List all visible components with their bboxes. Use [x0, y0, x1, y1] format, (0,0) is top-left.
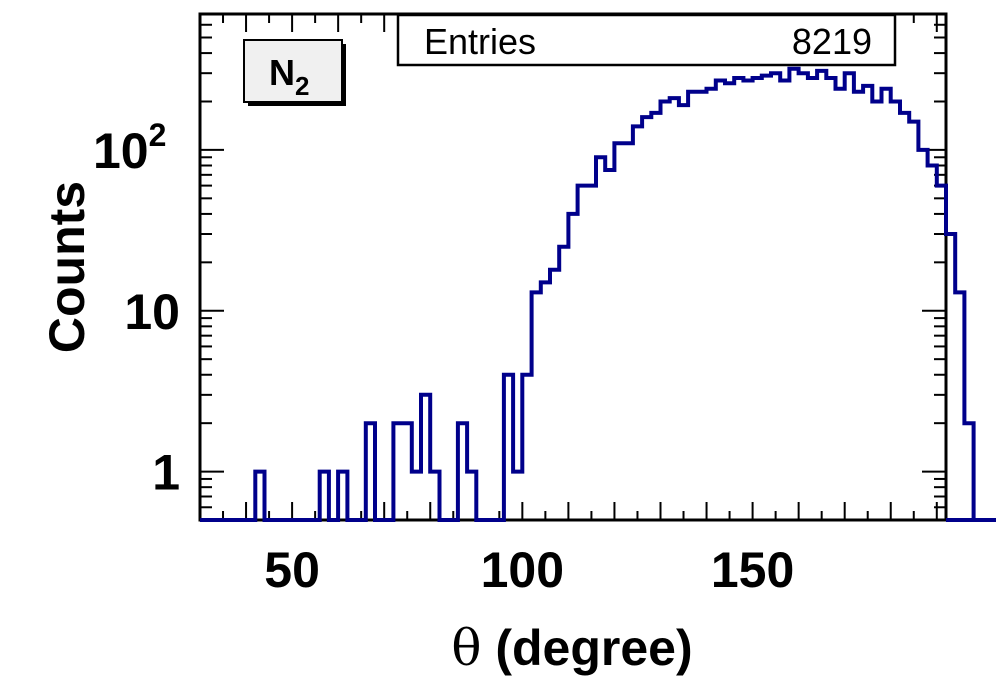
x-tick-label: 50: [264, 542, 320, 598]
stats-entries-value: 8219: [792, 21, 872, 62]
gas-tag-base: N: [269, 52, 295, 93]
stats-entries-label: Entries: [424, 21, 536, 62]
y-tick-label: 102: [93, 117, 166, 179]
y-tick-label-exponent: 2: [149, 117, 167, 153]
x-axis-title: θ (degree): [451, 619, 692, 677]
y-tick-label: 10: [124, 284, 180, 340]
y-tick-label: 1: [152, 445, 180, 501]
stats-box-frame: [396, 13, 897, 67]
y-axis-title: Counts: [39, 181, 95, 353]
gas-tag-subscript: 2: [295, 71, 309, 101]
gas-tag-label: N2: [269, 52, 309, 101]
x-axis-tick-labels: 50 100 150: [264, 542, 794, 598]
x-tick-label: 150: [711, 542, 794, 598]
histogram-series-line: [200, 66, 996, 522]
gas-tag-frame: [243, 39, 343, 103]
stats-box: Entries 8219: [396, 13, 897, 67]
x-axis-title-symbol: θ: [451, 619, 481, 677]
x-axis-title-text: (degree): [481, 620, 692, 676]
gas-tag-box: N2: [243, 39, 346, 106]
y-tick-label-base: 10: [93, 123, 149, 179]
y-axis-ticks: [200, 13, 946, 521]
x-tick-label: 100: [481, 542, 564, 598]
